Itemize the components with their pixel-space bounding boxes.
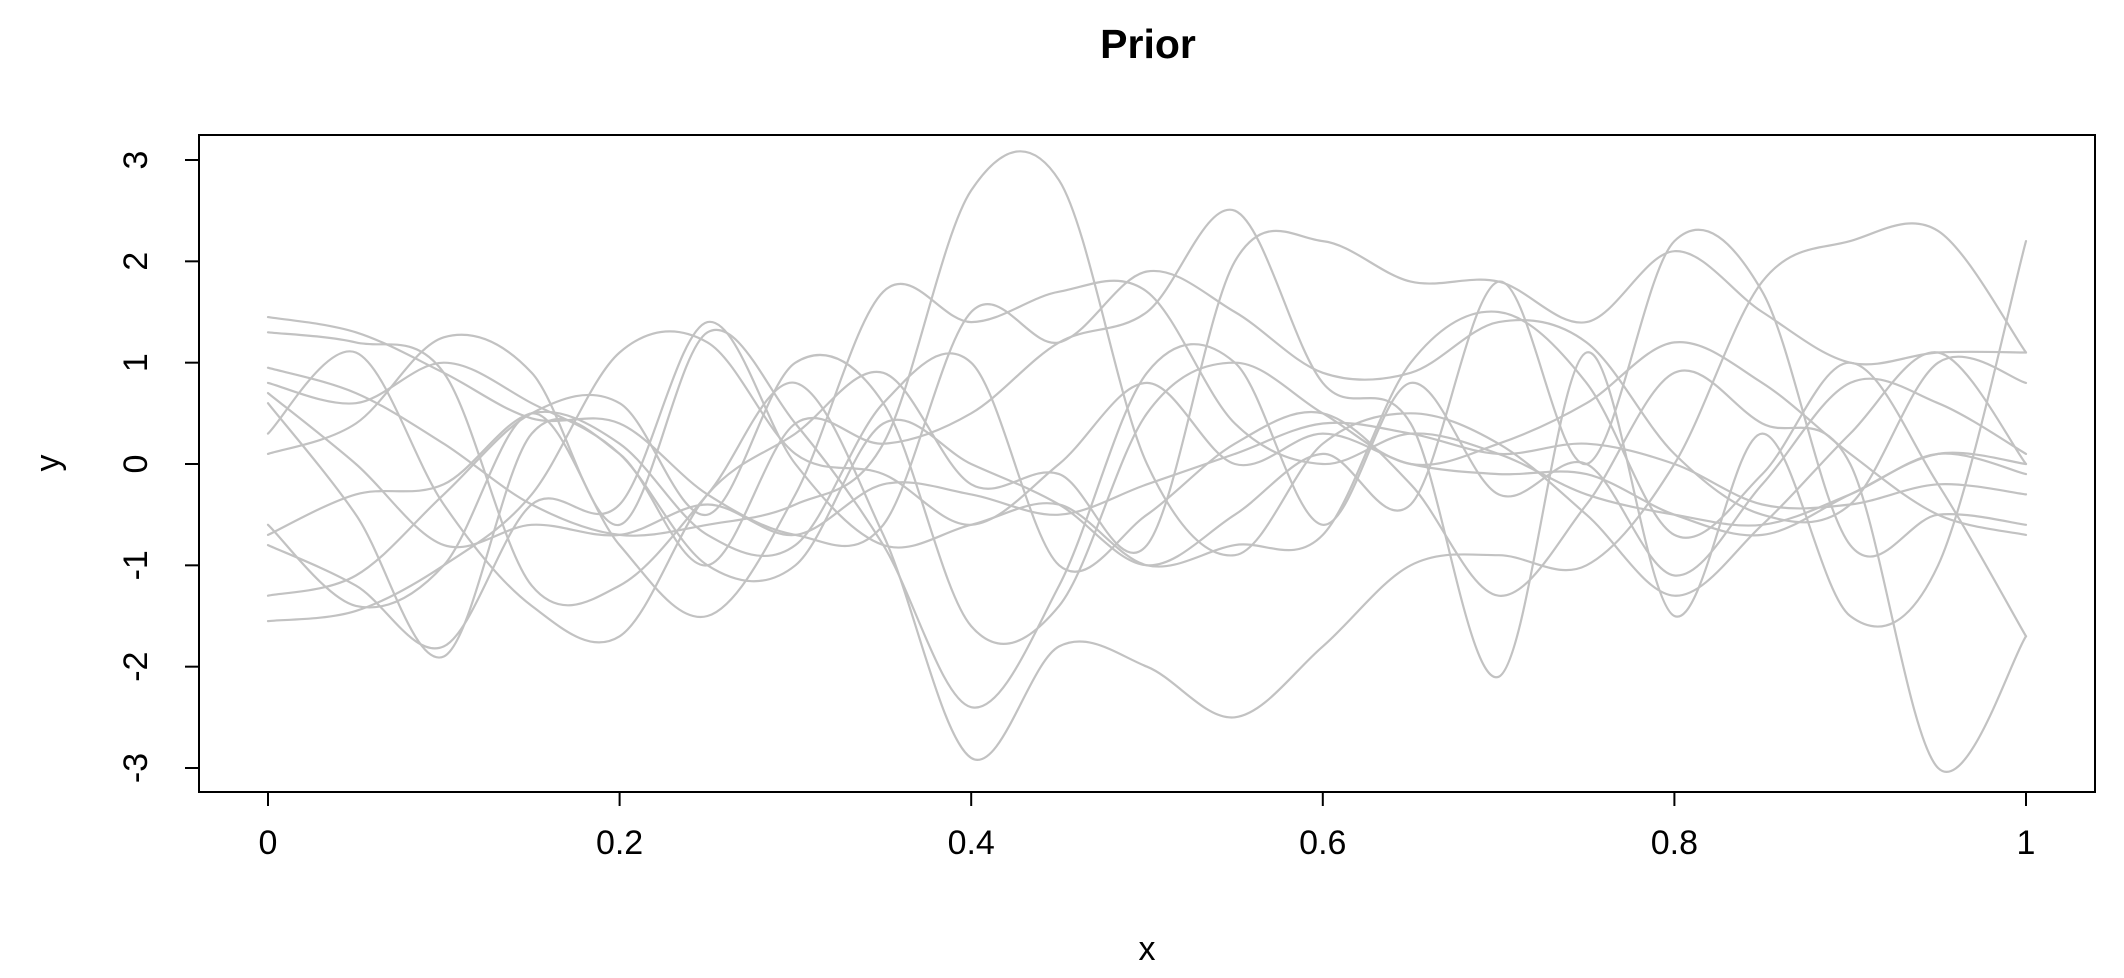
y-axis-label: y [29,455,67,472]
y-tick-label: 1 [117,353,155,372]
x-tick-label: 0.6 [1299,824,1346,862]
series-layer [266,150,2028,773]
y-tick-label: 2 [117,252,155,271]
series-line-8 [266,328,2028,709]
series-line-11 [266,352,2028,773]
series-line-6 [266,341,2028,645]
series-line-13 [266,208,2028,678]
x-axis: 0 0.2 0.4 0.6 0.8 1 [259,791,2036,862]
series-line-7 [266,330,2028,623]
y-tick-label: 3 [117,151,155,170]
y-tick-label: -1 [117,550,155,580]
y-axis: -3 -2 -1 0 1 2 3 [117,151,200,783]
y-tick-label: -2 [117,652,155,682]
y-tick-label: 0 [117,455,155,474]
x-axis-label: x [1139,930,1156,968]
y-tick-label: -3 [117,753,155,783]
x-tick-label: 1 [2017,824,2036,862]
x-tick-label: 0.4 [948,824,995,862]
chart-title: Prior [1100,21,1196,67]
series-line-4 [266,279,2028,619]
x-tick-label: 0 [259,824,278,862]
series-line-10 [266,229,2028,644]
series-line-3 [266,392,2028,549]
series-line-9 [266,310,2028,650]
series-line-12 [266,222,2028,761]
series-line-2 [266,150,2028,597]
x-tick-label: 0.8 [1651,824,1698,862]
x-tick-label: 0.2 [596,824,643,862]
